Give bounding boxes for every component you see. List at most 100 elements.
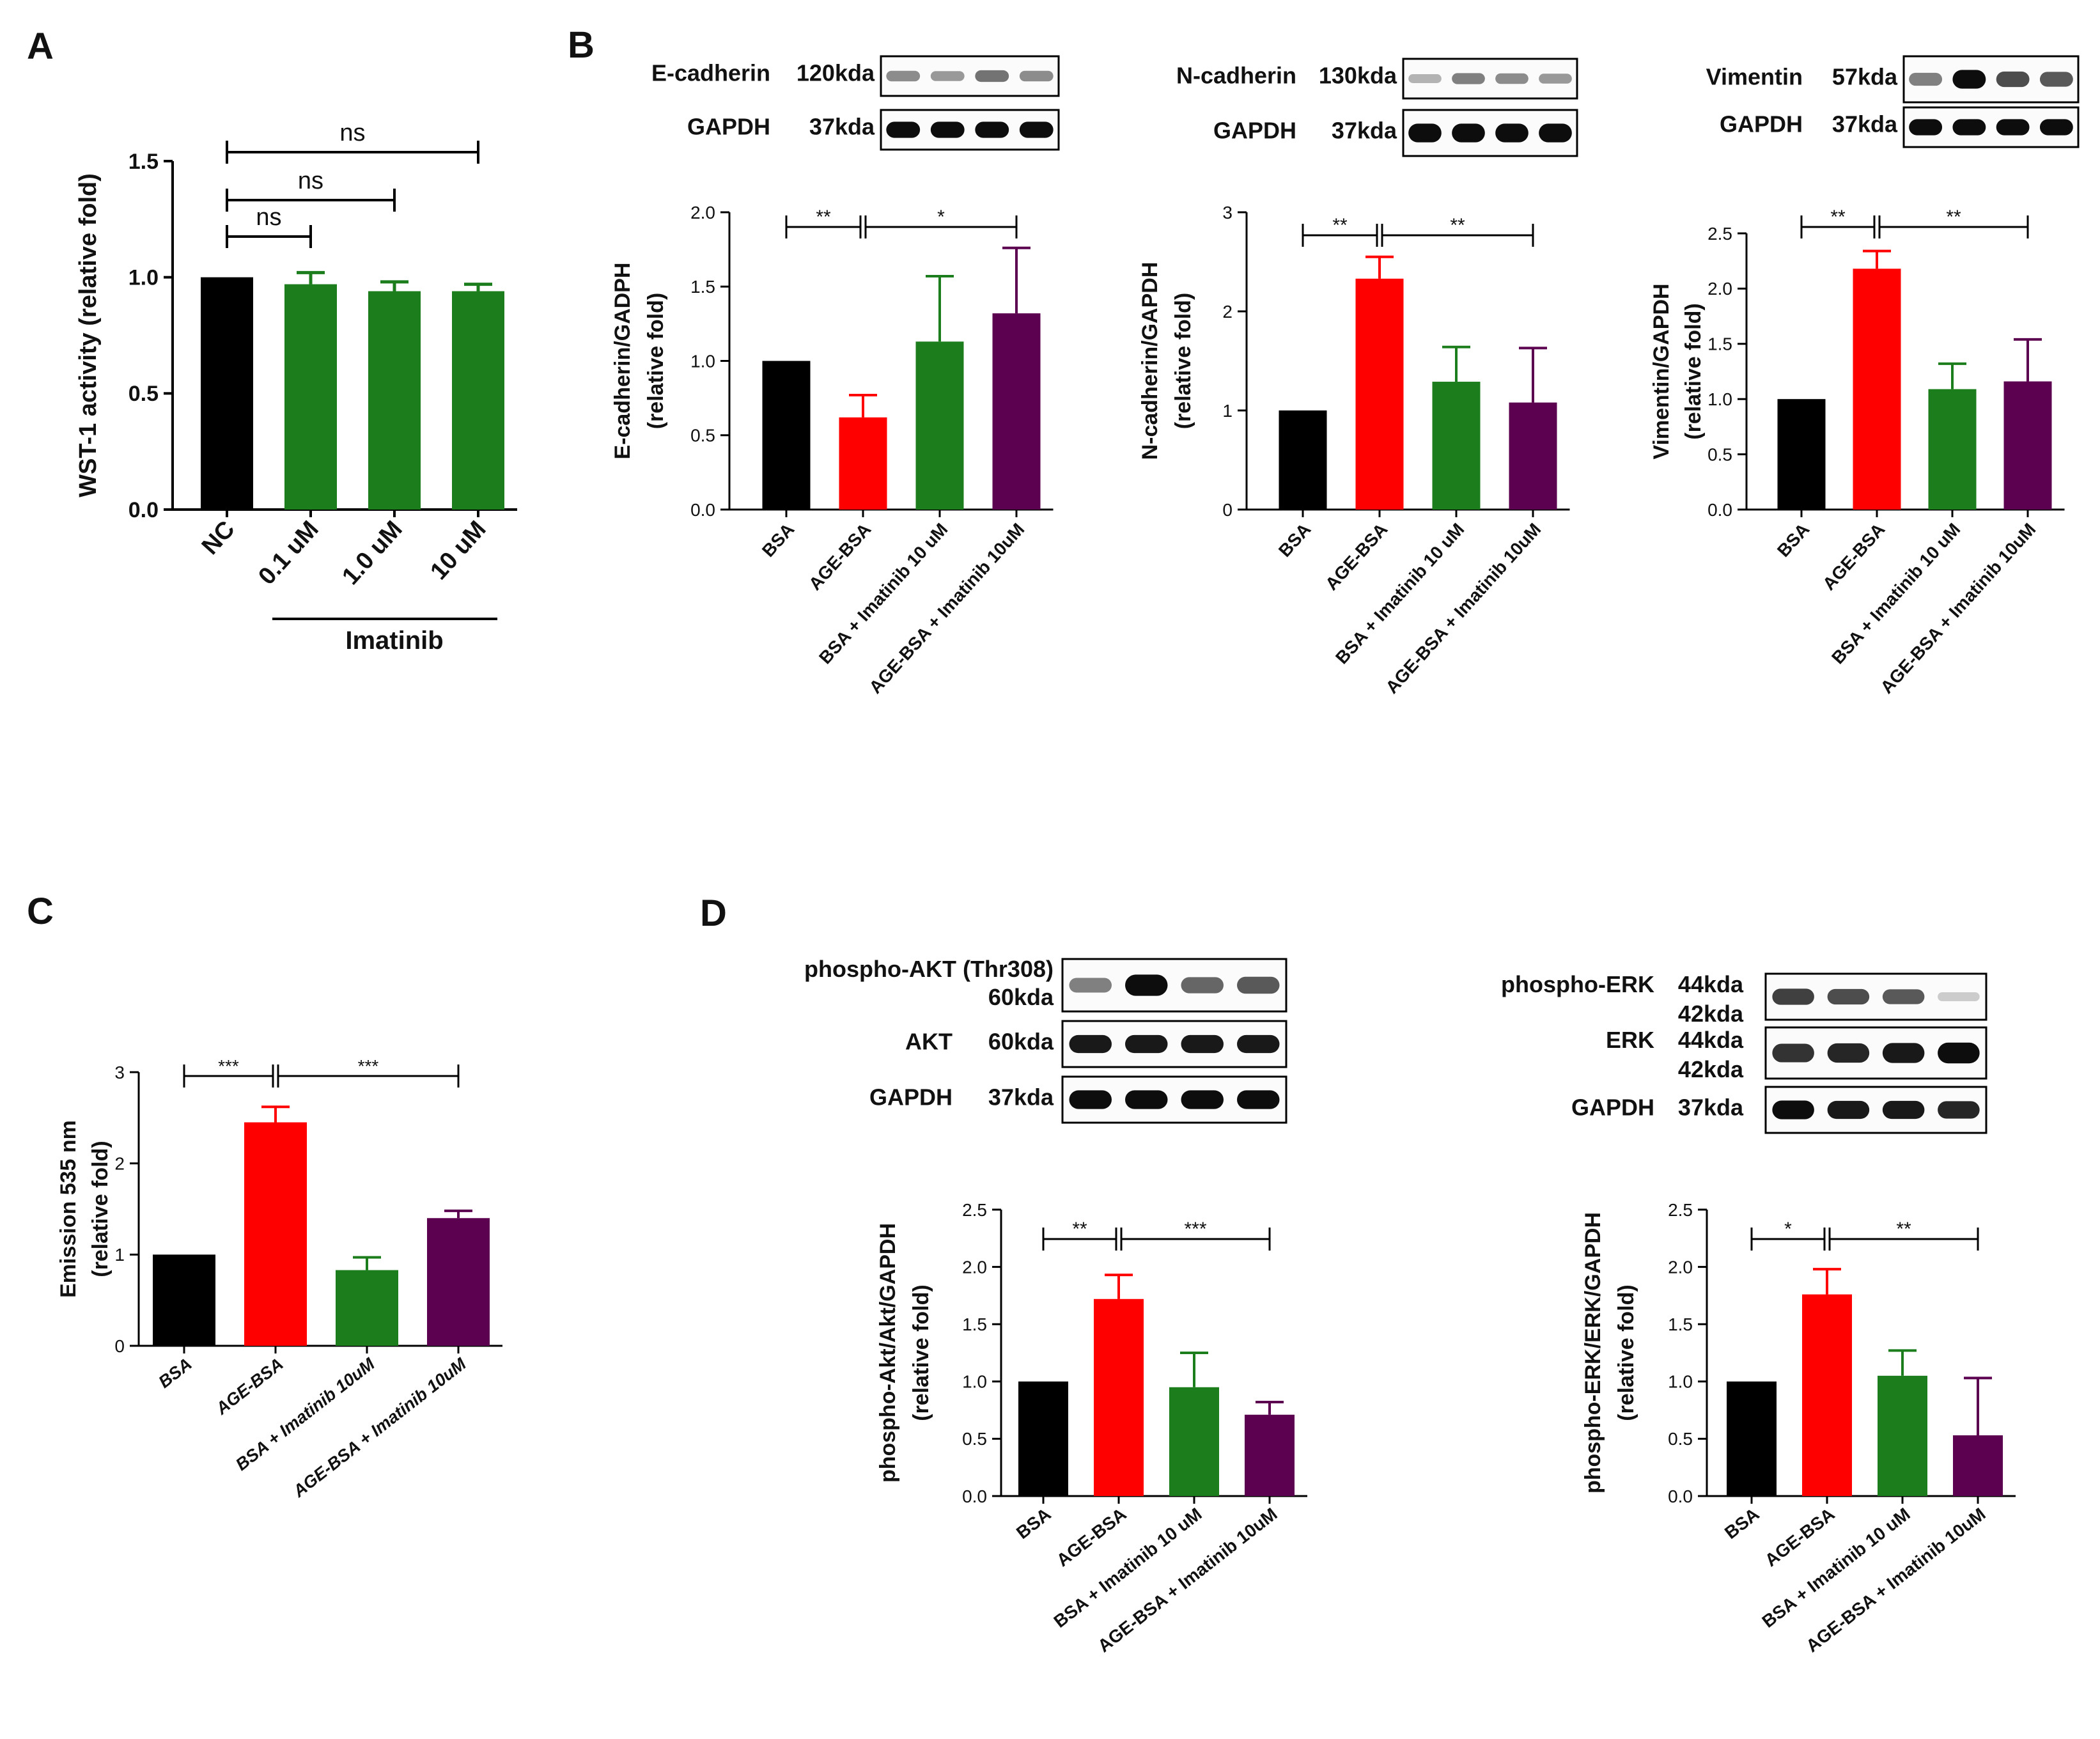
y-axis-label: N-cadherin/GAPDH: [1138, 262, 1162, 460]
blot-band: [1882, 989, 1925, 1004]
blot-kda-label: 130kda: [1319, 62, 1397, 88]
bar-1: [839, 417, 887, 510]
y-axis-label: Emission 535 nm: [56, 1120, 81, 1298]
y-axis-label-secondary: (relative fold): [644, 293, 668, 429]
blot-band: [1996, 71, 2030, 88]
blot-kda-label: 37kda: [1332, 118, 1397, 144]
bar-0: [762, 361, 811, 510]
category-label: 1.0 uM: [337, 516, 407, 590]
y-axis-label-secondary: (relative fold): [1171, 293, 1195, 429]
blot-kda-label: 57kda: [1832, 64, 1898, 90]
chart-d2: 0.0 0.5 1.0 1.5 2.0 2.5 phospho-ERK/ERK/GAPDH (…: [1581, 1200, 2016, 1656]
chart-d1: 0.0 0.5 1.0 1.5 2.0 2.5 phospho-Akt/Akt/GAPDH (…: [876, 1200, 1307, 1656]
y-tick-label: 0: [1222, 500, 1233, 520]
y-axis-label: Vimentin/GAPDH: [1649, 283, 1674, 459]
blot-band: [1181, 977, 1224, 994]
bar-3: [1245, 1414, 1295, 1496]
blot-kda-label: 44kda: [1678, 971, 1744, 997]
chart-a: 0.0 0.5 1.0 1.5 WST-1 activity (relative fol…: [75, 120, 517, 655]
bar-2: [368, 291, 421, 510]
blot-kda-label: 37kda: [1832, 111, 1898, 137]
chart-c: 0 1 2 3 Emission 535 nm (relative fold) BSA AGE…: [56, 1056, 502, 1501]
y-tick-label: 1.5: [690, 277, 715, 297]
y-tick-label: 0.5: [962, 1429, 987, 1449]
blot-band: [1069, 978, 1112, 993]
category-label: 10 uM: [425, 516, 491, 585]
blot-band: [1125, 1090, 1168, 1109]
blot-band: [975, 121, 1009, 138]
category-label: AGE-BSA: [1053, 1504, 1130, 1570]
blot-band: [1938, 1101, 1980, 1119]
blot-4: 44kdaphospho-ERK42kda44kdaERK42kda37kdaG…: [1501, 971, 1987, 1134]
blot-protein-label: ERK: [1606, 1027, 1654, 1053]
blot-band: [1909, 72, 1943, 86]
y-tick-label: 0.5: [1707, 444, 1732, 464]
category-label: BSA: [1773, 519, 1814, 561]
y-axis-label-secondary: (relative fold): [88, 1141, 113, 1277]
blot-kda-label: 44kda: [1678, 1027, 1744, 1053]
category-label: AGE-BSA: [1819, 519, 1888, 594]
blot-band: [1019, 70, 1054, 82]
y-tick-label: 0.5: [690, 426, 715, 446]
blot-kda-label: 120kda: [797, 59, 875, 86]
y-axis-label: phospho-ERK/ERK/GAPDH: [1581, 1212, 1605, 1493]
blot-band: [1181, 1090, 1224, 1109]
blot-band: [1539, 123, 1572, 143]
category-label: BSA: [758, 519, 798, 561]
blot-band: [1408, 74, 1442, 83]
blot-band: [1125, 1034, 1168, 1054]
y-tick-label: 2.5: [1668, 1200, 1693, 1220]
bar-3: [427, 1218, 490, 1346]
blot-band: [1772, 988, 1814, 1005]
y-tick-label: 2.5: [1707, 224, 1732, 244]
bar-1: [1094, 1298, 1144, 1496]
blot-band: [930, 121, 965, 138]
bar-2: [1169, 1387, 1219, 1496]
blot-band: [1952, 119, 1986, 136]
blot-band: [1827, 988, 1870, 1005]
blot-band: [1181, 1034, 1224, 1054]
blot-protein-label: phospho-ERK: [1501, 971, 1654, 997]
y-tick-label: 2.5: [962, 1200, 987, 1220]
blot-protein-label: N-cadherin: [1176, 62, 1296, 88]
blot-protein-label: GAPDH: [687, 113, 770, 139]
blot-band: [1772, 1043, 1814, 1063]
blot-band: [1495, 73, 1528, 84]
bar-2: [1432, 382, 1481, 510]
y-tick-label: 2.0: [962, 1257, 987, 1277]
bar-3: [992, 313, 1041, 510]
y-tick-label: 0.0: [962, 1486, 987, 1506]
y-tick-label: 0.5: [128, 382, 159, 406]
y-axis-label: WST-1 activity (relative fold): [75, 173, 102, 497]
y-axis-label-secondary: (relative fold): [1681, 303, 1706, 439]
y-tick-label: 0.0: [128, 498, 159, 522]
bar-2: [1928, 389, 1977, 510]
chart-b1: 0.0 0.5 1.0 1.5 2.0 E-cadherin/GADPH (relative…: [611, 203, 1054, 698]
significance-label: ns: [256, 204, 281, 231]
blot-protein-label: E-cadherin: [651, 59, 770, 86]
significance-label: **: [1332, 215, 1348, 236]
blot-band: [1882, 1100, 1925, 1119]
blot-0: 120kda E-cadherin 37kda GAPDH: [651, 55, 1060, 151]
blot-band: [886, 70, 921, 82]
blot-band: [1539, 74, 1572, 84]
y-tick-label: 1: [114, 1245, 125, 1265]
blot-protein-label: GAPDH: [869, 1084, 953, 1111]
category-label: BSA + Imatinib 10 uM: [815, 519, 951, 667]
blot-protein-label: AKT: [905, 1029, 953, 1055]
significance-label: **: [1946, 207, 1961, 228]
panel-letter-c: C: [27, 891, 54, 932]
bar-0: [1018, 1381, 1068, 1496]
blot-band: [1237, 1034, 1280, 1054]
bar-1: [1802, 1294, 1852, 1496]
blot-3: phospho-AKT (Thr308)60kda60kdaAKT37kdaGA…: [804, 956, 1287, 1124]
blot-band: [1069, 1090, 1112, 1109]
panel-letter-d: D: [700, 893, 727, 934]
blot-band: [1882, 1043, 1925, 1063]
y-tick-label: 2: [114, 1153, 125, 1173]
chart-b3: 0.0 0.5 1.0 1.5 2.0 2.5 Vimentin/GAPDH (relativ…: [1649, 207, 2065, 698]
significance-label: ***: [358, 1056, 379, 1076]
blot-band: [1495, 123, 1528, 143]
category-label: 0.1 uM: [253, 516, 323, 590]
y-axis-label: phospho-Akt/Akt/GAPDH: [876, 1223, 900, 1483]
